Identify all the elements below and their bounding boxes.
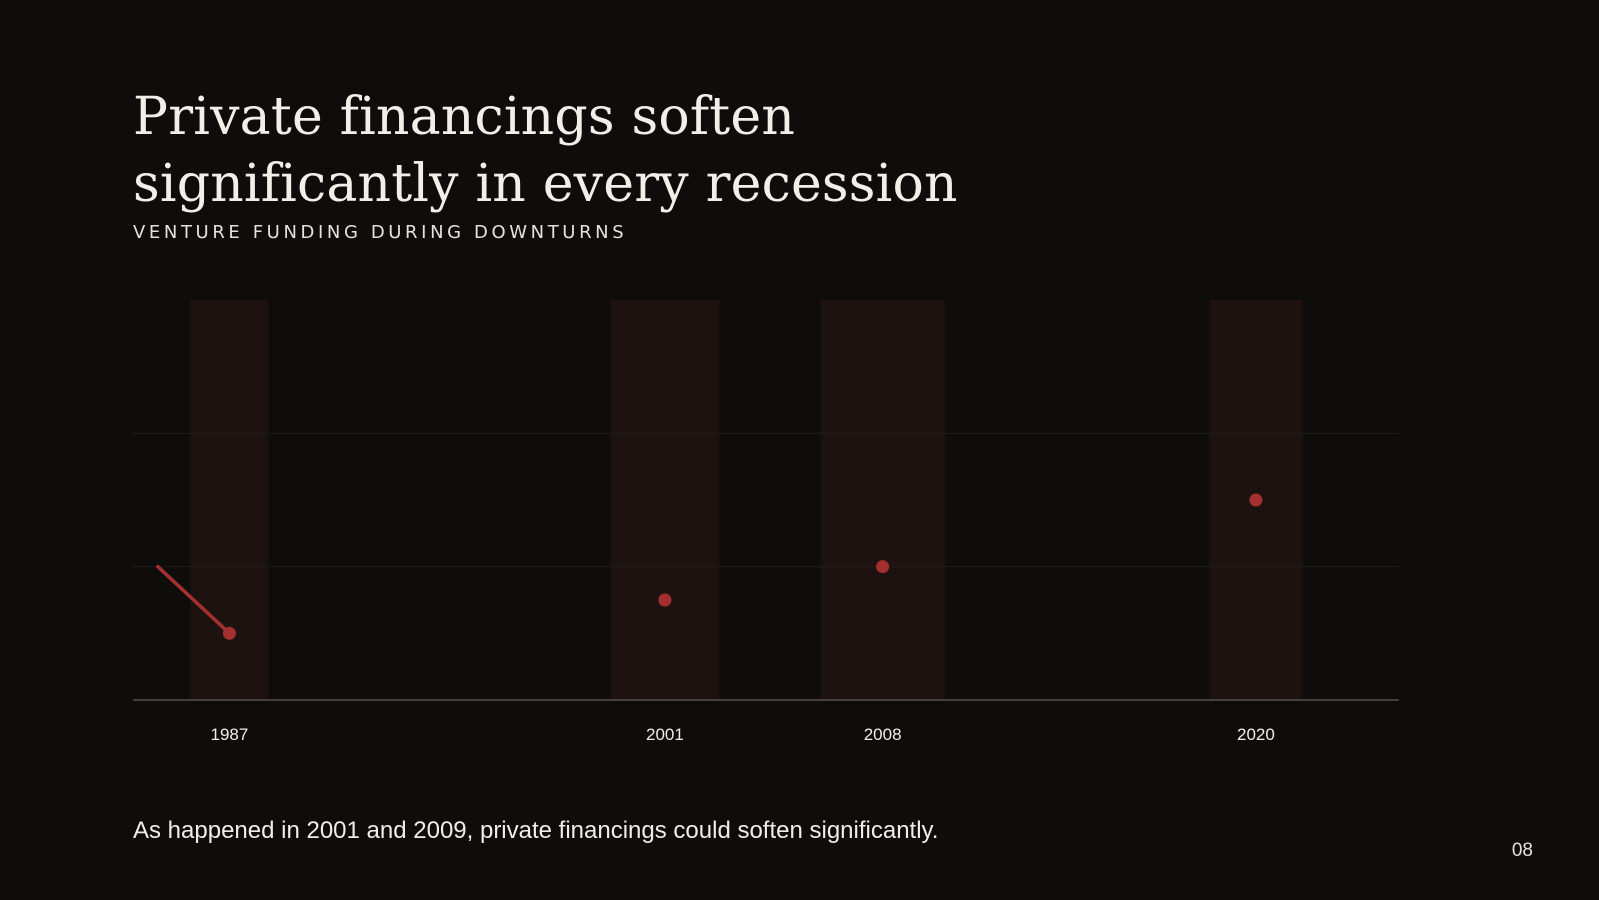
recession-bands: [190, 300, 1303, 700]
venture-funding-chart: 1987 2001 2008 2020: [133, 300, 1399, 744]
data-point-2008: [876, 560, 890, 574]
slide-caption: As happened in 2001 and 2009, private fi…: [133, 817, 939, 844]
recession-band-2008: [820, 300, 945, 700]
data-point-2020: [1249, 493, 1263, 507]
x-tick-labels: 1987 2001 2008 2020: [211, 725, 1275, 744]
data-point-2001: [658, 593, 672, 607]
gridlines: [133, 432, 1399, 568]
slide-title: Private financings soften significantly …: [133, 87, 958, 214]
series-line-segment: [156, 564, 232, 636]
x-tick-label-2001: 2001: [646, 725, 684, 744]
series-points: [222, 493, 1263, 640]
x-tick-label-1987: 1987: [211, 725, 249, 744]
page-number: 08: [1511, 840, 1533, 861]
x-tick-label-2008: 2008: [864, 725, 902, 744]
recession-band-1987: [190, 300, 269, 700]
series-lines: [156, 564, 232, 636]
slide-subtitle: VENTURE FUNDING DURING DOWNTURNS: [133, 222, 628, 243]
recession-band-2001: [610, 300, 720, 700]
data-point-1987: [222, 626, 236, 640]
x-tick-label-2020: 2020: [1237, 725, 1275, 744]
